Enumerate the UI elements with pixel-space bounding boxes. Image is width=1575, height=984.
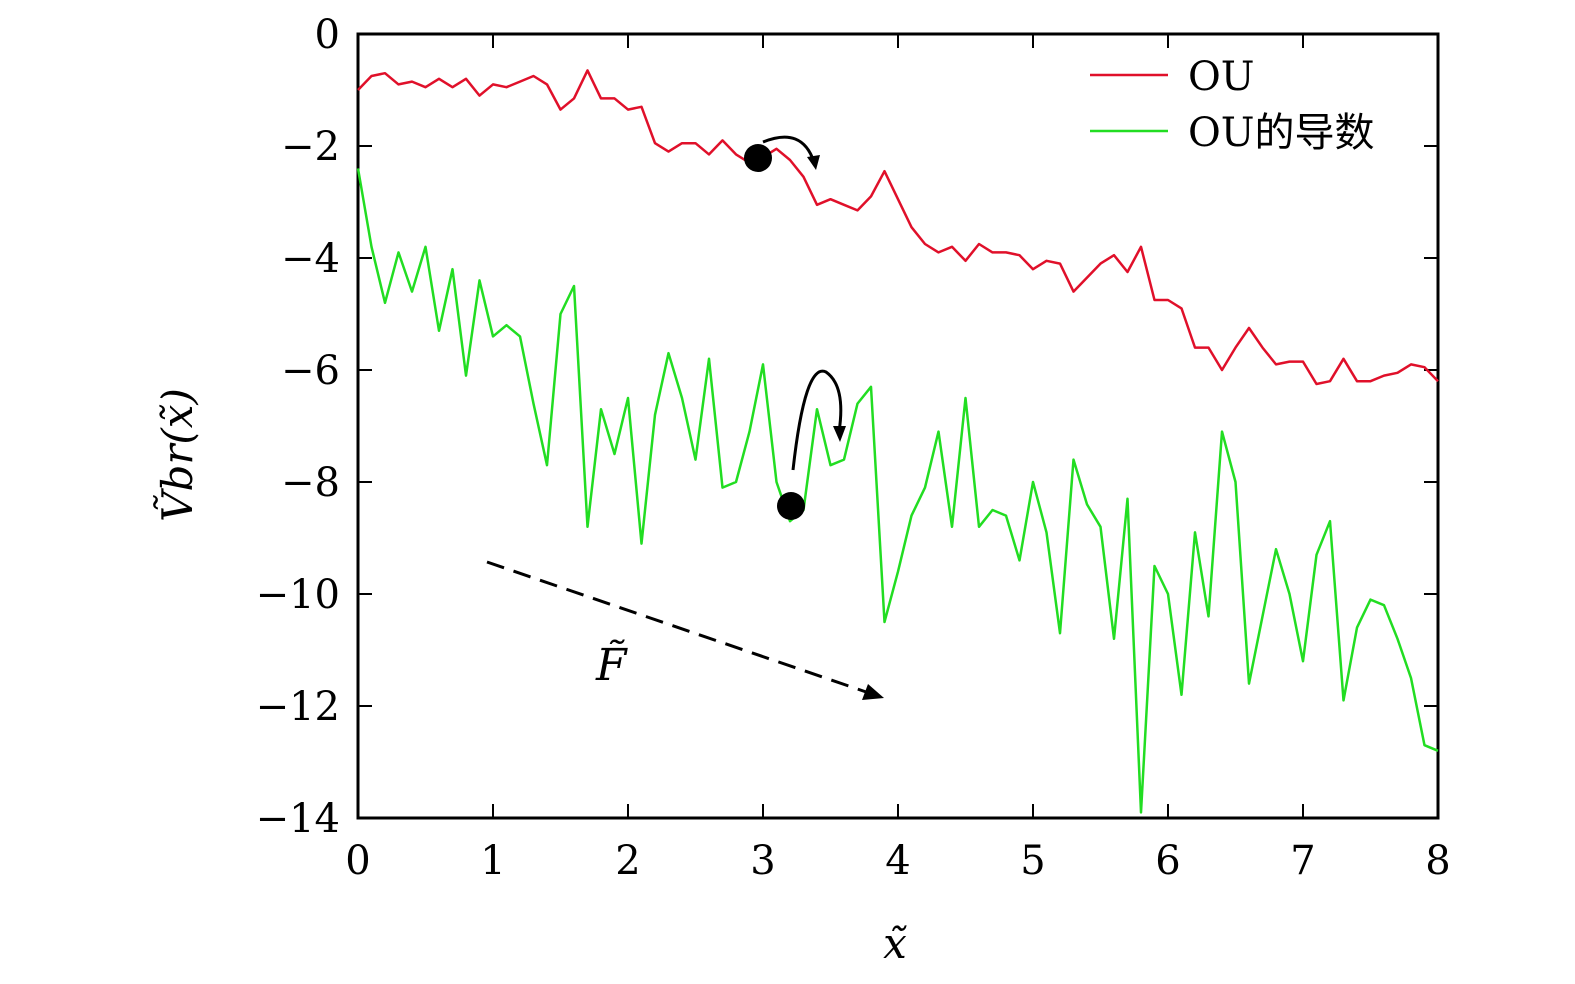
- legend: OU OU的导数: [1090, 54, 1375, 156]
- particle-marker-lower: [777, 492, 805, 520]
- arrow-upper-curve: [762, 135, 816, 163]
- arrow-upper-head: [807, 155, 820, 170]
- x-tick-label: 2: [615, 838, 640, 884]
- particle-marker-upper: [744, 144, 772, 172]
- x-tick-label: 3: [750, 838, 775, 884]
- legend-label-ou: OU: [1188, 54, 1255, 100]
- y-tick-label: −4: [281, 236, 340, 282]
- y-tick-label: −10: [256, 572, 340, 618]
- x-tick-label: 1: [480, 838, 505, 884]
- x-tick-label: 4: [885, 838, 910, 884]
- x-tick-label: 7: [1290, 838, 1315, 884]
- legend-label-ou-derivative: OU的导数: [1188, 110, 1375, 156]
- annotations: F̃: [486, 135, 884, 700]
- y-tick-label: 0: [315, 12, 340, 58]
- y-axis-label: Ṽbr(x̃): [152, 388, 202, 522]
- series-layer: [356, 69, 1439, 814]
- x-tick-label: 5: [1020, 838, 1045, 884]
- x-axis-label: x̃: [883, 919, 907, 968]
- x-tick-label: 6: [1155, 838, 1180, 884]
- x-axis-ticks: 0 1 2 3 4 5 6 7 8: [345, 34, 1451, 884]
- x-tick-label: 8: [1425, 838, 1450, 884]
- force-label: F̃: [595, 638, 628, 691]
- force-arrow-head: [862, 684, 884, 700]
- arrow-lower-curve: [791, 369, 843, 471]
- y-tick-label: −12: [256, 684, 340, 730]
- y-tick-label: −6: [281, 348, 340, 394]
- arrow-lower-head: [833, 426, 846, 442]
- y-tick-label: −14: [256, 796, 340, 842]
- series-line-ou-derivative: [356, 168, 1439, 814]
- x-tick-label: 0: [345, 838, 370, 884]
- y-tick-label: −8: [281, 460, 340, 506]
- y-tick-label: −2: [281, 124, 340, 170]
- series-line-ou: [357, 69, 1439, 386]
- y-axis-ticks: 0 −2 −4 −6 −8 −10 −12 −14: [256, 12, 1438, 842]
- force-arrow-shaft: [486, 560, 873, 696]
